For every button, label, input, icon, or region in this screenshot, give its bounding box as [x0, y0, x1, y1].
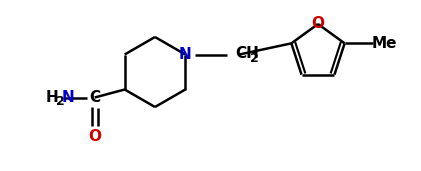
Text: C: C — [89, 90, 100, 105]
Text: O: O — [312, 16, 325, 31]
Text: N: N — [61, 90, 74, 105]
Text: N: N — [179, 47, 192, 62]
Text: CH: CH — [235, 46, 259, 61]
Text: O: O — [88, 129, 101, 144]
Text: 2: 2 — [250, 52, 259, 65]
Text: H: H — [45, 90, 58, 105]
Text: Me: Me — [372, 36, 397, 51]
Text: 2: 2 — [56, 95, 65, 108]
